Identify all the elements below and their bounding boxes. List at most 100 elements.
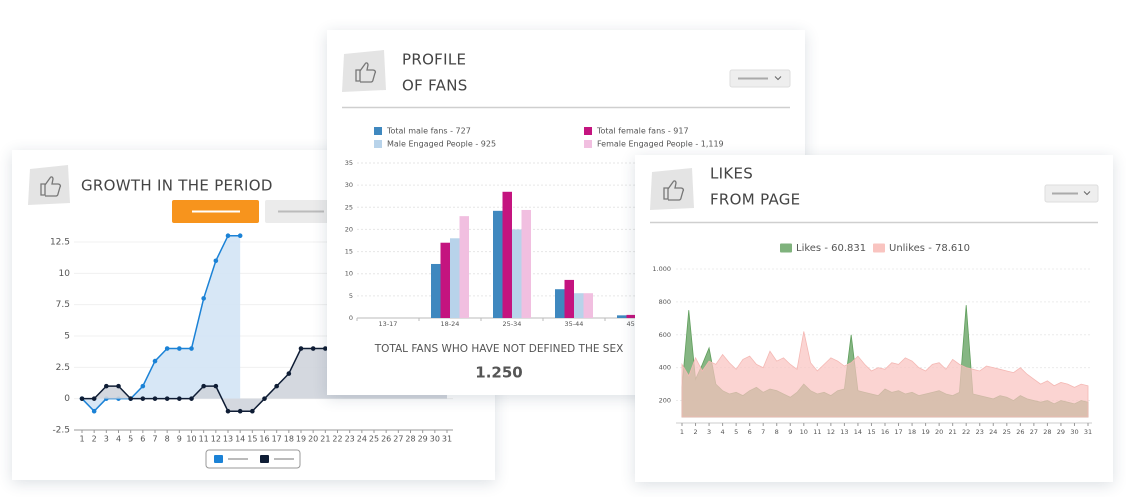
x-tick-label: 4 [721,428,725,436]
bar [512,229,522,318]
legend-label: Male Engaged People - 925 [387,140,496,149]
legend-label: Total female fans - 917 [596,127,689,136]
x-tick-label: 1 [680,428,684,436]
x-tick-label: 29 [1057,428,1065,436]
y-tick-label: 1.000 [652,265,671,273]
bar [564,279,574,318]
point [79,396,85,401]
x-tick-label: 8 [775,428,779,436]
x-tick-label: 18 [908,428,916,436]
x-tick-label: 28 [1043,428,1051,436]
x-tick-label: 24 [989,428,997,436]
x-tick-label: 6 [748,428,752,436]
x-tick-label: 15 [247,435,257,444]
point [91,396,97,401]
x-tick-label: 5 [734,428,738,436]
legend-swatch [260,455,269,463]
y-tick-label: 35 [345,159,353,167]
x-tick-label: 31 [1084,428,1092,436]
bar [617,315,627,318]
x-tick-label: 18-24 [441,320,460,328]
bar [493,210,503,318]
area [82,235,241,412]
point [177,396,182,401]
legend-swatch [374,127,382,135]
icon [342,50,386,92]
x-tick-label: 24 [357,435,367,444]
x-tick-label: 20 [308,435,318,444]
point [250,408,255,414]
bar [431,263,441,318]
point [213,258,219,264]
bar [555,289,565,318]
x-tick-label: 12 [211,435,221,444]
x-tick-label: 8 [165,435,170,444]
x-tick-label: 21 [320,435,330,444]
card-title: LIKES [710,165,753,183]
point [286,371,292,376]
bar [583,293,593,318]
bar [450,238,460,318]
y-tick-label: 25 [345,203,353,211]
x-tick-label: 1 [79,435,84,444]
y-tick-label: 200 [659,397,671,405]
x-tick-label: 2 [693,428,697,436]
x-tick-label: 19 [296,435,306,444]
x-tick-label: 14 [854,428,862,436]
bar [440,242,450,318]
y-tick-label: 10 [345,270,353,278]
x-tick-label: 11 [813,428,821,436]
x-tick-label: 11 [199,435,209,444]
dropdown-chevron [774,76,782,81]
point [298,346,304,351]
x-tick-label: 27 [1030,428,1038,436]
legend-label: Female Engaged People - 1,119 [597,140,724,149]
x-tick-label: 26 [1016,428,1024,436]
legend-label: Unlikes - 78.610 [889,243,970,254]
y-tick-label: 5 [64,332,70,342]
y-tick-label: 7.5 [56,300,70,310]
point [201,296,206,301]
x-tick-label: 27 [393,435,403,444]
point [104,383,109,389]
x-tick-label: 18 [284,435,294,444]
x-tick-label: 9 [177,435,182,444]
x-tick-label: 21 [949,428,957,436]
point [128,396,133,401]
y-tick-label: 0 [349,314,353,322]
x-tick-label: 17 [894,428,902,436]
x-tick-label: 10 [800,428,808,436]
x-tick-label: 2 [92,435,97,444]
y-tick-label: 10 [59,269,71,279]
card-title: OF FANS [402,77,468,95]
card-title: FROM PAGE [710,191,800,209]
point [116,383,121,389]
x-tick-label: 35-44 [565,320,584,328]
x-tick-label: 13 [223,435,233,444]
legend-swatch [214,455,223,463]
x-tick-label: 29 [418,435,428,444]
x-tick-label: 17 [272,435,282,444]
dropdown-chevron [1083,191,1091,196]
legend-box [205,449,301,469]
y-tick-label: -2.5 [52,426,70,436]
x-tick-label: 12 [827,428,835,436]
x-tick-label: 25 [369,435,379,444]
bar [626,314,636,318]
point [189,396,194,401]
x-tick-label: 3 [104,435,109,444]
x-tick-label: 9 [788,428,792,436]
bar [459,216,469,318]
x-tick-label: 22 [962,428,970,436]
x-tick-label: 10 [186,435,196,444]
x-tick-label: 30 [1070,428,1078,436]
y-tick-label: 800 [659,298,671,306]
y-tick-label: 5 [349,292,353,300]
card-title: PROFILE [402,51,466,69]
icon [650,168,694,210]
annotation: TOTAL FANS WHO HAVE NOT DEFINED THE SEX [374,343,624,355]
point [140,383,146,389]
x-tick-label: 7 [761,428,765,436]
x-tick-label: 15 [867,428,875,436]
